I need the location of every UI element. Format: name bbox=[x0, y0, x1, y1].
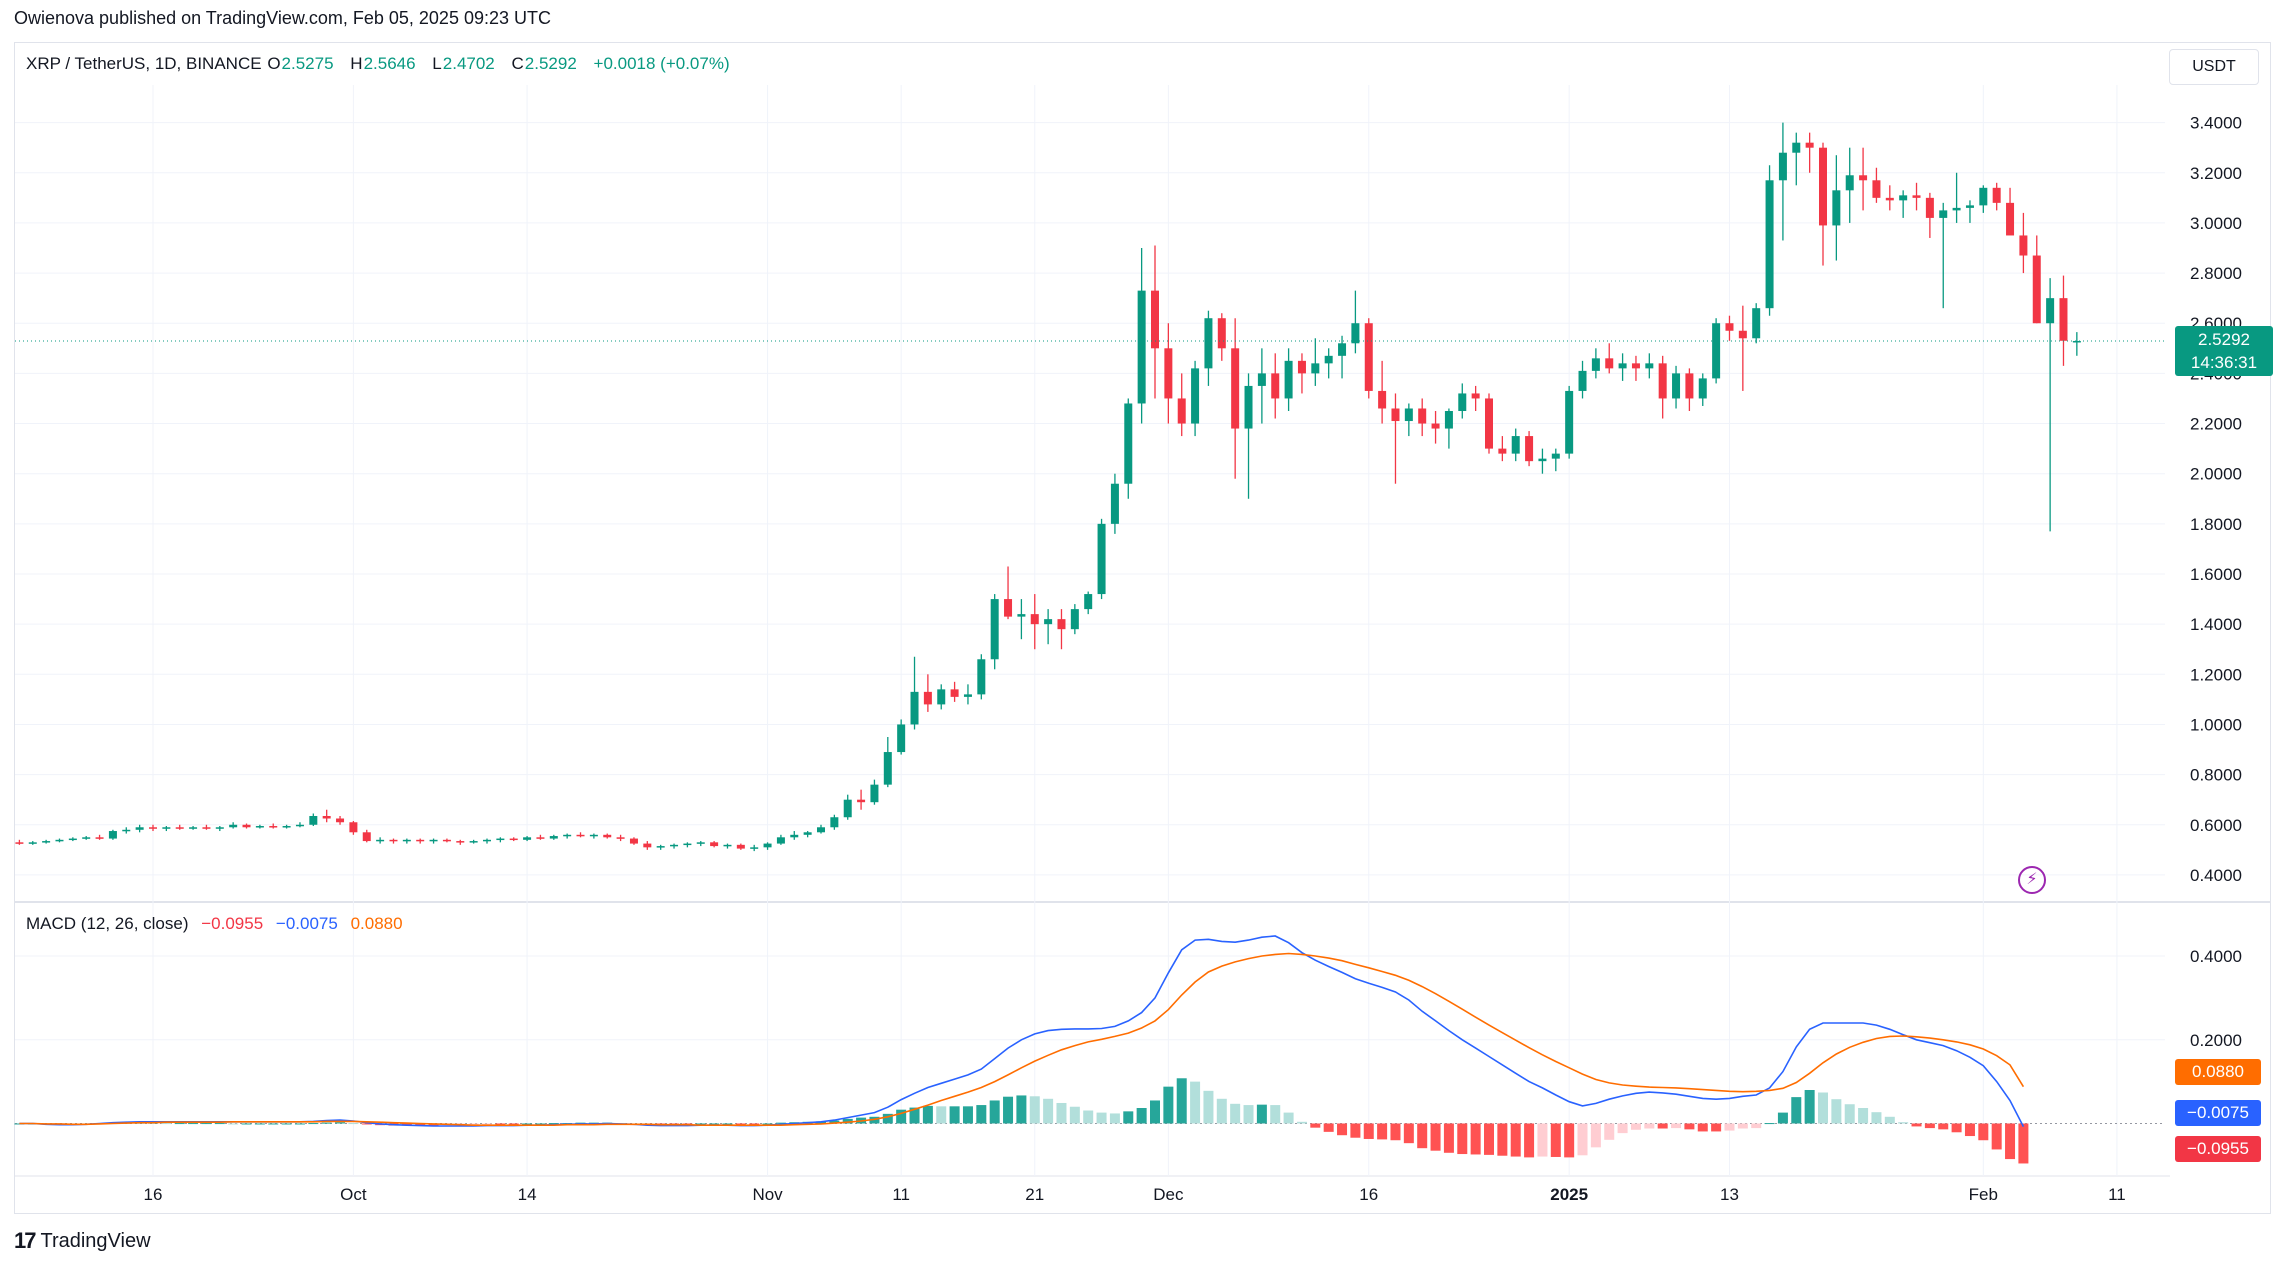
signal-tag: 0.0880 bbox=[2175, 1059, 2261, 1085]
open-label: O bbox=[267, 54, 281, 73]
macd-histogram-value: −0.0955 bbox=[201, 914, 264, 933]
bar-countdown: 14:36:31 bbox=[2190, 353, 2258, 372]
macd-line-value: −0.0075 bbox=[275, 914, 338, 933]
symbol-title[interactable]: XRP / TetherUS, 1D, BINANCE bbox=[26, 54, 262, 73]
lightning-icon[interactable]: ⚡ bbox=[2018, 866, 2046, 894]
macd-tag: −0.0075 bbox=[2175, 1100, 2261, 1126]
high-label: H bbox=[350, 54, 363, 73]
close-value: 2.5292 bbox=[524, 54, 577, 73]
macd-title[interactable]: MACD (12, 26, close) bbox=[26, 914, 189, 933]
close-label: C bbox=[511, 54, 524, 73]
low-value: 2.4702 bbox=[442, 54, 495, 73]
symbol-legend: XRP / TetherUS, 1D, BINANCE O2.5275 H2.5… bbox=[26, 54, 736, 74]
high-value: 2.5646 bbox=[363, 54, 416, 73]
last-price-value: 2.5292 bbox=[2198, 330, 2250, 349]
change-value: +0.0018 (+0.07%) bbox=[593, 54, 730, 73]
tradingview-logo-icon[interactable]: 17 bbox=[14, 1228, 37, 1253]
low-label: L bbox=[432, 54, 442, 73]
currency-button[interactable]: USDT bbox=[2169, 49, 2259, 85]
open-value: 2.5275 bbox=[281, 54, 334, 73]
tradingview-brand: TradingView bbox=[40, 1229, 151, 1252]
chart-frame bbox=[14, 42, 2271, 1214]
last-price-tag: 2.5292 14:36:31 bbox=[2175, 326, 2273, 376]
macd-signal-value: 0.0880 bbox=[350, 914, 403, 933]
footer: 17 TradingView bbox=[14, 1228, 151, 1254]
histogram-tag: −0.0955 bbox=[2175, 1136, 2261, 1162]
macd-legend: MACD (12, 26, close) −0.0955 −0.0075 0.0… bbox=[26, 914, 411, 934]
publisher-caption: Owienova published on TradingView.com, F… bbox=[14, 8, 551, 28]
